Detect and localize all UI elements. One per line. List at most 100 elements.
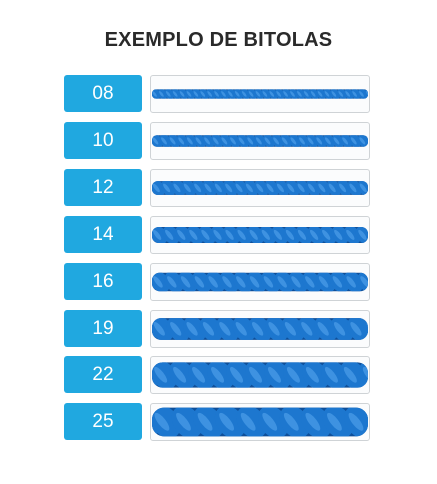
gauge-row-08: 08	[0, 75, 437, 113]
rope-highlight	[332, 276, 343, 288]
rope-highlight	[163, 183, 171, 193]
rope-highlight	[316, 137, 323, 145]
rope-highlight	[212, 137, 219, 145]
rope-highlight	[305, 366, 319, 383]
rope-highlight	[301, 322, 313, 336]
rope-highlight	[334, 229, 343, 240]
rope-highlight	[324, 91, 330, 97]
rope-highlight	[310, 91, 316, 97]
rope-highlight	[322, 229, 331, 240]
rope-highlight	[249, 276, 260, 288]
rope-highlight	[362, 366, 368, 383]
rope-highlight	[309, 229, 319, 240]
rope-highlight	[263, 276, 274, 288]
rope-highlight	[170, 322, 182, 336]
rope-highlight	[241, 91, 247, 97]
rope-highlight	[273, 229, 283, 240]
gauge-badge: 25	[64, 403, 142, 440]
rope-highlight	[154, 366, 168, 383]
rope-highlight	[189, 229, 198, 240]
rope-highlight	[324, 137, 331, 145]
rope-highlight	[255, 137, 262, 145]
rope-highlight	[266, 183, 274, 193]
rope-highlight	[249, 229, 258, 240]
rope-highlight	[290, 91, 295, 97]
rope-sample-12	[150, 169, 370, 207]
rope-highlight	[277, 276, 287, 288]
rope-highlight	[290, 137, 297, 145]
rope-highlight	[234, 91, 240, 97]
rope-highlight	[194, 276, 205, 288]
rope-graphic	[152, 362, 368, 388]
rope-highlight	[287, 183, 295, 193]
rope-highlight	[228, 91, 233, 97]
rope-sample-22	[150, 356, 370, 394]
rope-highlight	[202, 322, 215, 336]
rope-highlight	[214, 91, 219, 97]
rope-highlight	[261, 229, 270, 240]
rope-highlight	[345, 91, 351, 97]
rope-highlight	[276, 183, 284, 193]
rope-highlight	[237, 229, 246, 240]
rope-highlight	[152, 229, 162, 240]
gauge-badge: 08	[64, 75, 142, 112]
rope-highlight	[165, 229, 174, 240]
rope-highlight	[193, 91, 199, 97]
rope-highlight	[307, 183, 316, 193]
rope-highlight	[204, 183, 212, 193]
rope-highlight	[180, 276, 191, 288]
rope-highlight	[248, 91, 254, 97]
rope-highlight	[245, 183, 253, 193]
gauge-row-10: 10	[0, 122, 437, 160]
rope-highlight	[204, 137, 211, 145]
gauge-badge: 10	[64, 122, 142, 159]
gauge-row-22: 22	[0, 356, 437, 394]
gauge-row-14: 14	[0, 216, 437, 254]
rope-highlight	[291, 276, 301, 288]
rope-highlight	[165, 91, 171, 97]
rope-highlight	[235, 322, 247, 336]
rope-highlight	[331, 91, 337, 97]
rope-highlight	[214, 183, 222, 193]
rope-highlight	[286, 366, 300, 383]
rope-highlight	[333, 137, 340, 145]
rope-highlight	[179, 91, 185, 97]
rope-highlight	[333, 322, 346, 336]
rope-highlight	[219, 412, 234, 431]
rope-graphic	[152, 89, 368, 99]
rope-highlight	[186, 91, 192, 97]
rope-highlight	[197, 412, 213, 431]
rope-highlight	[161, 137, 167, 145]
rope-highlight	[219, 322, 231, 336]
rope-highlight	[276, 91, 282, 97]
rope-highlight	[252, 322, 264, 336]
rope-highlight	[207, 91, 213, 97]
rope-highlight	[297, 183, 305, 193]
rope-highlight	[346, 276, 356, 288]
rope-sample-16	[150, 263, 370, 301]
rope-highlight	[264, 137, 271, 145]
rope-highlight	[169, 137, 176, 145]
rope-highlight	[230, 366, 244, 383]
rope-highlight	[283, 91, 288, 97]
rope-highlight	[186, 322, 198, 336]
rope-graphic	[152, 318, 368, 340]
rope-highlight	[350, 322, 362, 336]
gauge-badge: 19	[64, 310, 142, 347]
rope-highlight	[238, 137, 245, 145]
rope-highlight	[256, 183, 264, 193]
rope-highlight	[338, 91, 344, 97]
rope-highlight	[317, 322, 329, 336]
rope-highlight	[297, 229, 307, 240]
rope-highlight	[221, 91, 226, 97]
rope-highlight	[352, 91, 357, 97]
rope-highlight	[194, 183, 202, 193]
gauge-badge: 22	[64, 356, 142, 393]
rope-highlight	[328, 183, 336, 193]
rope-highlight	[247, 137, 254, 145]
gauge-badge: 16	[64, 263, 142, 300]
rope-graphic	[152, 181, 368, 195]
rope-highlight	[211, 366, 225, 383]
gauge-badge: 12	[64, 169, 142, 206]
